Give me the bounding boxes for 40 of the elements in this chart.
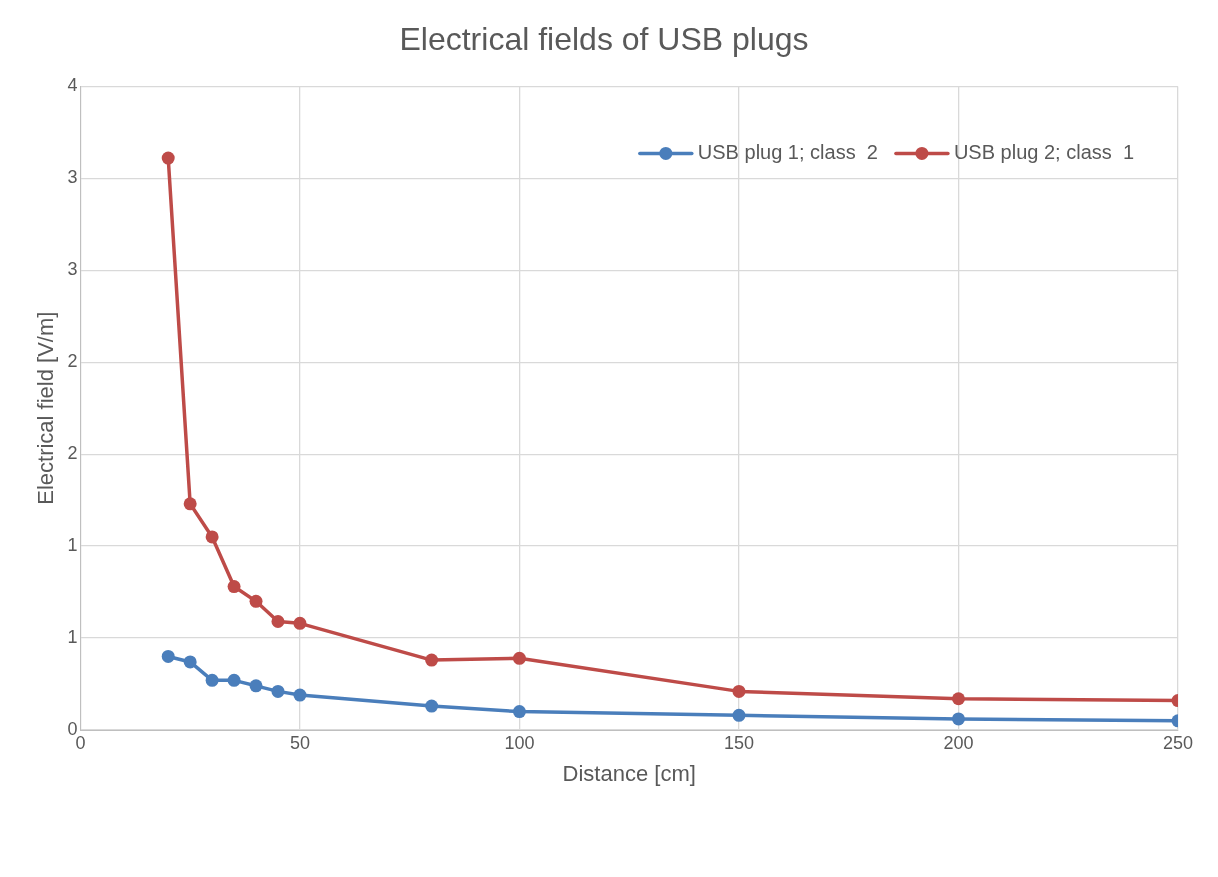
point — [293, 616, 307, 630]
y-tick-label: 3 — [67, 167, 78, 188]
point — [293, 688, 307, 702]
y-tick-label: 2 — [67, 443, 78, 464]
x-tick-label: 50 — [289, 732, 310, 753]
point — [732, 708, 746, 722]
point — [249, 594, 263, 608]
point — [512, 705, 526, 719]
point — [271, 615, 285, 629]
point — [732, 684, 746, 698]
point — [249, 679, 263, 693]
y-tick-label: 3 — [67, 259, 78, 280]
legend-label: USB plug 1; class 2 — [697, 140, 878, 163]
point — [183, 497, 197, 511]
point — [951, 692, 965, 706]
y-tick-label: 2 — [67, 351, 78, 372]
point — [951, 712, 965, 726]
x-tick-label: 150 — [723, 732, 754, 753]
point — [161, 151, 175, 165]
chart-title: Electrical fields of USB plugs — [399, 21, 809, 58]
y-tick-label: 4 — [67, 75, 78, 96]
point — [227, 580, 241, 594]
point — [205, 673, 219, 687]
x-axis-title: Distance [cm] — [562, 760, 696, 786]
y-tick-label: 0 — [67, 718, 78, 739]
x-tick-label: 250 — [1162, 732, 1194, 753]
y-tick-label: 1 — [67, 627, 78, 648]
point — [512, 651, 526, 665]
point — [271, 684, 285, 698]
x-tick-label: 100 — [504, 732, 535, 753]
point — [161, 649, 175, 663]
point — [205, 530, 219, 544]
point — [425, 653, 439, 667]
x-tick-label: 200 — [943, 732, 974, 753]
y-tick-label: 1 — [67, 535, 78, 556]
point — [227, 673, 241, 687]
legend-label: USB plug 2; class 1 — [953, 140, 1135, 163]
point — [425, 699, 439, 713]
y-axis-title: Electrical field [V/m] — [33, 311, 59, 505]
point — [183, 655, 197, 669]
